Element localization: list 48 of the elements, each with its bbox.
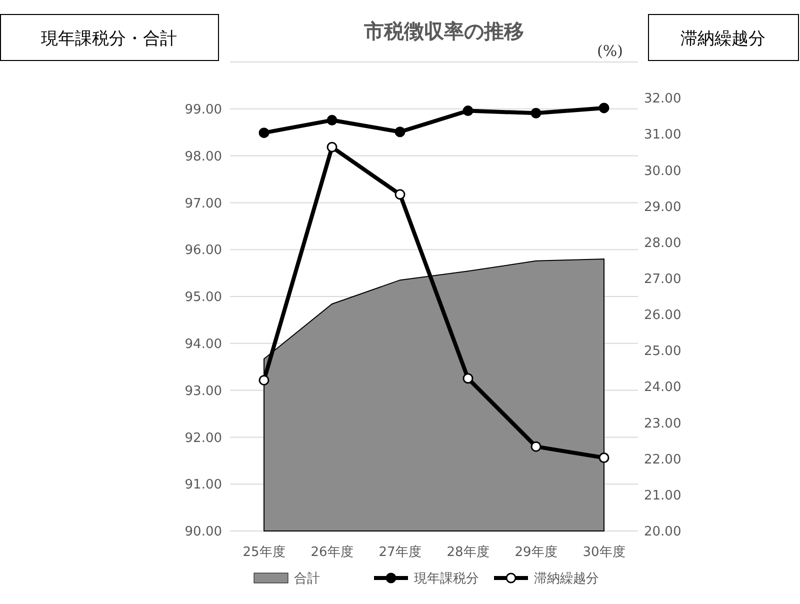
point (462, 106, 474, 116)
y-axis-title: 現年課税分・合計 (41, 28, 177, 49)
chart-title: 市税徴収率の推移 (363, 19, 524, 43)
point (258, 128, 270, 138)
x-tick-label: 26年度 (310, 544, 354, 560)
y2-tick-label: 25.00 (644, 344, 682, 360)
point (326, 142, 338, 152)
y2-tick-label: 29.00 (644, 200, 682, 215)
point (598, 102, 610, 114)
y-tick-label: 95.00 (184, 290, 222, 306)
point (394, 126, 406, 138)
y2-tick-label: 27.00 (644, 272, 682, 288)
legend-label: 合計 (294, 572, 320, 587)
point (258, 374, 270, 386)
y2-tick-label: 28.00 (644, 236, 682, 251)
point (326, 114, 338, 126)
y-tick-label: 90.00 (184, 524, 222, 540)
x-tick-label: 30年度 (582, 544, 626, 560)
y2-axis-title: 滞納繰越分 (680, 28, 766, 49)
y2-tick-label: 22.00 (644, 452, 682, 468)
x-tick-label: 25年度 (242, 544, 286, 560)
y2-tick-label: 23.00 (644, 416, 682, 432)
y2-tick-label: 21.00 (644, 488, 682, 504)
legend-label: 滞納繰越分 (534, 572, 599, 587)
point (462, 373, 474, 384)
x-tick-label: 27年度 (378, 544, 422, 560)
y2-tick-label: 26.00 (644, 308, 682, 324)
y-tick-label: 98.00 (184, 149, 222, 164)
y-tick-label: 91.00 (184, 478, 222, 493)
legend-label: 現年課税分 (414, 572, 479, 587)
y2-tick-label: 32.00 (644, 92, 682, 107)
point (530, 441, 542, 452)
y2-tick-label: 24.00 (644, 380, 682, 396)
y2-tick-label: 20.00 (644, 524, 682, 540)
x-tick-label: 28年度 (446, 544, 490, 560)
text: (%) (597, 42, 623, 60)
y-tick-label: 94.00 (184, 336, 222, 352)
y2-tick-label: 31.00 (644, 128, 682, 143)
y2-tick-label: 30.00 (644, 164, 682, 179)
point (394, 189, 406, 200)
y-tick-label: 99.00 (184, 102, 222, 118)
x-tick-label: 29年度 (514, 544, 558, 560)
y-tick-label: 93.00 (184, 384, 222, 399)
y-tick-label: 92.00 (184, 430, 222, 446)
y-tick-label: 97.00 (184, 196, 222, 212)
point (530, 108, 542, 118)
point (598, 452, 610, 464)
y-tick-label: 96.00 (184, 243, 222, 258)
